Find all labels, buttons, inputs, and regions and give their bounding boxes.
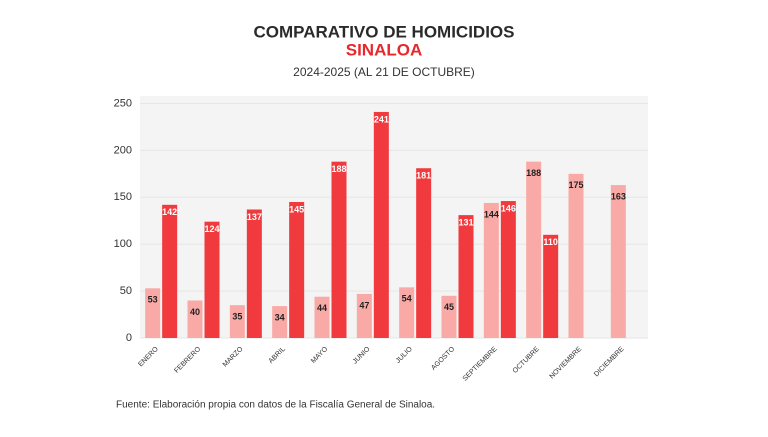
data-label: 124 xyxy=(204,224,219,234)
data-label: 137 xyxy=(247,212,262,222)
bar xyxy=(356,293,372,338)
x-tick-label: NOVIEMBRE xyxy=(549,346,584,381)
data-label: 188 xyxy=(331,164,346,174)
x-tick-label: ENERO xyxy=(137,345,160,368)
data-label: 181 xyxy=(416,171,431,181)
y-tick-label: 50 xyxy=(120,285,132,297)
data-label: 47 xyxy=(359,300,369,310)
data-label: 53 xyxy=(148,295,158,305)
data-label: 144 xyxy=(484,209,499,219)
bar xyxy=(272,306,288,338)
bar xyxy=(458,215,474,338)
data-label: 131 xyxy=(458,217,473,227)
x-tick-label: MARZO xyxy=(222,345,245,368)
data-label: 34 xyxy=(275,312,285,322)
bar xyxy=(331,161,347,338)
bar xyxy=(229,305,245,338)
x-tick-label: ABRIL xyxy=(268,346,287,365)
data-label: 44 xyxy=(317,303,327,313)
bar xyxy=(526,161,542,338)
data-label: 142 xyxy=(162,207,177,217)
x-tick-label: MAYO xyxy=(310,345,330,365)
data-label: 145 xyxy=(289,204,304,214)
data-label: 188 xyxy=(526,168,541,178)
y-tick-label: 0 xyxy=(126,332,132,344)
bar xyxy=(543,234,559,338)
bar xyxy=(416,168,432,338)
data-label: 35 xyxy=(232,312,242,322)
x-tick-label: AGOSTO xyxy=(430,345,456,371)
y-tick-label: 150 xyxy=(114,191,132,203)
bar xyxy=(246,209,262,338)
x-tick-label: FEBRERO xyxy=(173,345,202,374)
chart-subtitle: SINALOA xyxy=(346,40,423,59)
bar xyxy=(441,295,457,338)
x-tick-label: JULIO xyxy=(395,345,414,364)
bar xyxy=(568,173,584,338)
bar xyxy=(610,185,626,338)
data-label: 241 xyxy=(374,114,389,124)
bar xyxy=(289,201,305,338)
y-tick-label: 250 xyxy=(114,97,132,109)
bar xyxy=(204,221,220,338)
y-tick-label: 100 xyxy=(114,238,132,250)
x-tick-label: OCTUBRE xyxy=(512,346,541,375)
chart-period: 2024-2025 (AL 21 DE OCTUBRE) xyxy=(293,65,475,79)
bar xyxy=(145,288,161,338)
bar xyxy=(314,296,330,338)
data-label: 175 xyxy=(568,180,583,190)
data-label: 110 xyxy=(543,237,558,247)
x-tick-label: JUNIO xyxy=(352,345,372,365)
y-tick-label: 200 xyxy=(114,144,132,156)
data-label: 45 xyxy=(444,302,454,312)
bar xyxy=(399,287,415,338)
source-note: Fuente: Elaboración propia con datos de … xyxy=(116,400,435,411)
x-tick-label: SEPTIEMBRE xyxy=(462,346,499,383)
bar xyxy=(483,202,499,338)
bar xyxy=(187,300,203,338)
chart-title: COMPARATIVO DE HOMICIDIOS xyxy=(254,22,515,41)
bar xyxy=(162,204,178,338)
data-label: 40 xyxy=(190,307,200,317)
data-label: 163 xyxy=(611,191,626,201)
data-label: 146 xyxy=(501,203,516,213)
plot-background xyxy=(140,96,648,338)
x-tick-label: DICIEMBRE xyxy=(593,346,626,379)
bar xyxy=(373,111,389,338)
data-label: 54 xyxy=(402,294,412,304)
bar xyxy=(500,201,516,338)
